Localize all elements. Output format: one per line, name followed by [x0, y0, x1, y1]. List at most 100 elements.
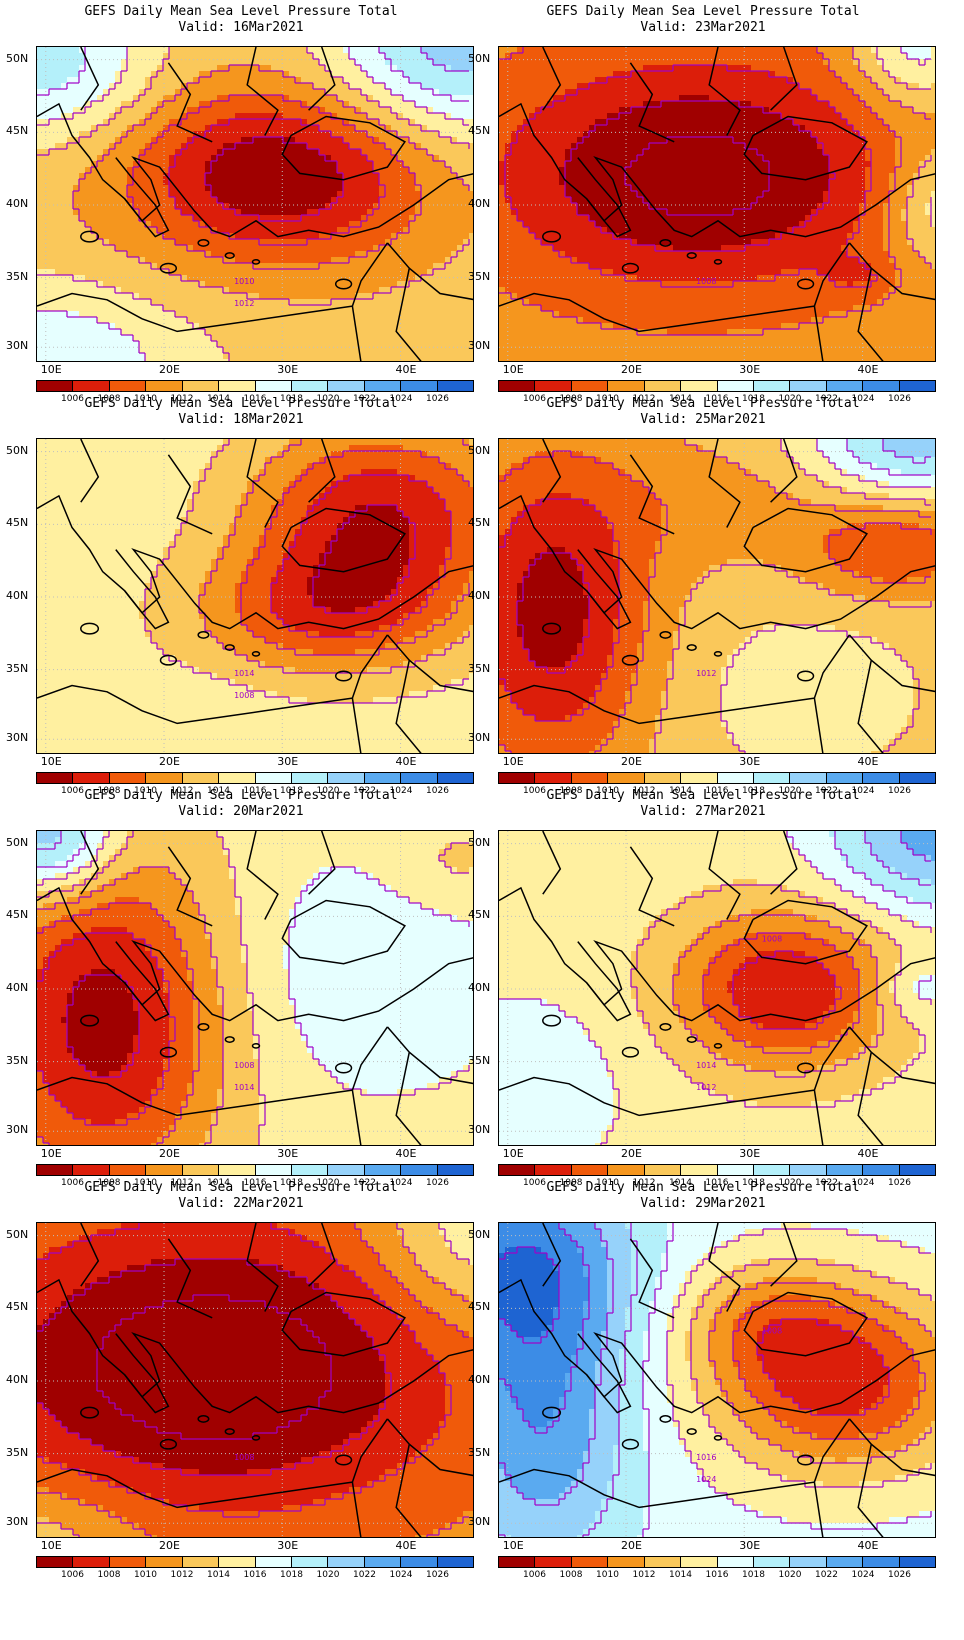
colorbar-swatch	[680, 1557, 717, 1567]
colorbar-label: 1024	[390, 786, 413, 796]
colorbar-swatch	[400, 1557, 437, 1567]
colorbar-label: 1006	[61, 786, 84, 796]
panel-title: GEFS Daily Mean Sea Level Pressure Total	[0, 4, 482, 20]
colorbar-swatch	[181, 381, 219, 391]
coastlines	[499, 1223, 935, 1537]
colorbar-label: 1022	[815, 1570, 838, 1580]
colorbar-swatch	[108, 1165, 146, 1175]
colorbar-label: 1008	[98, 1570, 121, 1580]
pressure-field: 1012	[499, 439, 935, 753]
longitude-label: 30E	[277, 1540, 298, 1552]
latitude-label: 45N	[468, 909, 490, 921]
longitude-label: 40E	[396, 1148, 417, 1160]
colorbar-label: 1020	[779, 1570, 802, 1580]
colorbar-label: 1022	[353, 786, 376, 796]
colorbar-label: 1012	[171, 1570, 194, 1580]
colorbar-label: 1020	[779, 394, 802, 404]
isobar-label: 1014	[696, 1061, 716, 1070]
longitude-label: 40E	[396, 756, 417, 768]
colorbar-label: 1020	[779, 786, 802, 796]
longitude-label: 30E	[277, 756, 298, 768]
colorbar	[36, 772, 474, 784]
colorbar-swatch	[898, 1557, 936, 1567]
colorbar-swatch	[363, 381, 401, 391]
colorbar-label: 1008	[560, 394, 583, 404]
isobar-label: 1014	[234, 669, 254, 678]
colorbar-label: 1020	[317, 1178, 340, 1188]
longitude-label: 40E	[858, 1540, 879, 1552]
colorbar-swatch	[898, 773, 936, 783]
pressure-field: 1014 1008	[37, 439, 473, 753]
colorbar-swatch	[400, 1165, 437, 1175]
map-panel: GEFS Daily Mean Sea Level Pressure Total…	[462, 0, 944, 410]
latitude-label: 50N	[6, 52, 28, 65]
colorbar-label: 1012	[171, 786, 194, 796]
latitude-label: 30N	[6, 1124, 28, 1136]
longitude-label: 30E	[739, 1540, 760, 1552]
latitude-label: 50N	[468, 1228, 490, 1241]
latitude-label: 40N	[6, 590, 28, 602]
graticule	[499, 831, 935, 1145]
colorbar-swatch	[290, 1557, 328, 1567]
colorbar-swatch	[716, 1165, 753, 1175]
pressure-map: 1014 1012 1008	[498, 830, 936, 1146]
latitude-label: 45N	[468, 517, 490, 529]
coastlines	[37, 47, 473, 361]
colorbar-label: 1008	[98, 1178, 121, 1188]
colorbar-swatch	[218, 381, 255, 391]
colorbar-swatch	[327, 1165, 364, 1175]
isobar-label: 1008	[234, 691, 254, 700]
latitude-label: 30N	[6, 1516, 28, 1528]
colorbar-swatch	[108, 381, 146, 391]
colorbar-label: 1026	[888, 1570, 911, 1580]
colorbar-swatch	[145, 1165, 182, 1175]
longitude-label: 10E	[503, 1540, 524, 1552]
colorbar	[36, 1164, 474, 1176]
colorbar-label: 1026	[426, 1570, 449, 1580]
colorbar-swatch	[534, 381, 571, 391]
colorbar-label: 1024	[852, 1178, 875, 1188]
colorbar-label: 1008	[560, 1570, 583, 1580]
colorbar-swatch	[789, 773, 826, 783]
longitude-label: 10E	[41, 756, 62, 768]
pressure-map: 1010 1012	[36, 46, 474, 362]
colorbar-swatch	[290, 773, 328, 783]
colorbar-swatch	[145, 1557, 182, 1567]
colorbar-label: 1010	[134, 786, 157, 796]
latitude-label: 40N	[468, 982, 490, 994]
isobar-label: 1008	[234, 1061, 254, 1070]
colorbar-swatch	[108, 1557, 146, 1567]
graticule	[499, 439, 935, 753]
colorbar-label: 1026	[888, 786, 911, 796]
longitude-label: 10E	[41, 1540, 62, 1552]
panel-title: GEFS Daily Mean Sea Level Pressure Total	[462, 788, 944, 804]
colorbar-swatch	[570, 1557, 608, 1567]
colorbar-swatch	[825, 773, 863, 783]
latitude-label: 35N	[468, 1054, 490, 1067]
colorbar-swatch	[327, 381, 364, 391]
pressure-map: 1012	[498, 438, 936, 754]
colorbar-label: 1006	[523, 1178, 546, 1188]
map-panel: GEFS Daily Mean Sea Level Pressure Total…	[0, 0, 482, 410]
colorbar-swatch	[862, 381, 899, 391]
map-panel: GEFS Daily Mean Sea Level Pressure Total…	[462, 392, 944, 802]
latitude-label: 45N	[6, 125, 28, 137]
longitude-label: 20E	[621, 364, 642, 376]
colorbar-swatch	[680, 773, 717, 783]
latitude-label: 50N	[6, 444, 28, 457]
colorbar-swatch	[825, 381, 863, 391]
colorbar-swatch	[499, 773, 535, 783]
colorbar-swatch	[400, 381, 437, 391]
longitude-label: 30E	[277, 364, 298, 376]
longitude-label: 20E	[159, 756, 180, 768]
latitude-label: 30N	[6, 732, 28, 744]
coastlines	[499, 831, 935, 1145]
colorbar-label: 1026	[888, 394, 911, 404]
colorbar-label: 1018	[742, 786, 765, 796]
colorbar-label: 1020	[317, 394, 340, 404]
pressure-field: 1010 1012	[37, 47, 473, 361]
colorbar-swatch	[37, 381, 73, 391]
isobar-label: 1014	[234, 1083, 254, 1092]
latitude-label: 35N	[6, 1054, 28, 1067]
graticule	[499, 1223, 935, 1537]
